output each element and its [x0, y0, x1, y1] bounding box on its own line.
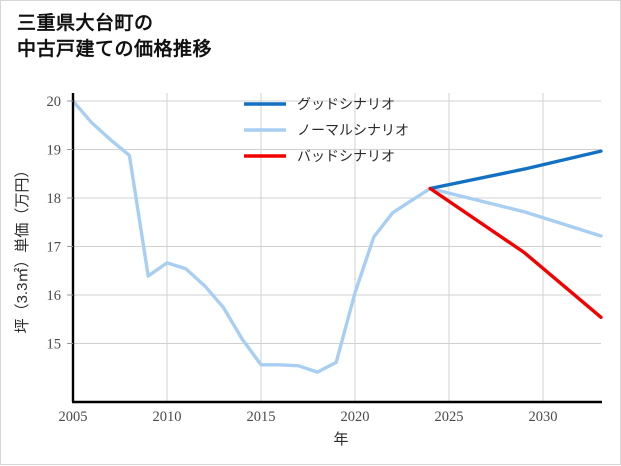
- x-tick-label: 2020: [341, 409, 370, 425]
- series-normal-history: [71, 99, 603, 374]
- y-tick-label: 15: [47, 337, 62, 353]
- y-tick-labels: 20 19 18 17 16 15: [47, 94, 62, 353]
- y-tick-label: 18: [47, 191, 62, 207]
- legend: グッドシナリオ ノーマルシナリオ バッドシナリオ: [244, 96, 409, 164]
- x-tick-label: 2030: [529, 409, 558, 425]
- x-tick-label: 2010: [153, 409, 182, 425]
- gridlines: [73, 93, 601, 402]
- y-tick-label: 16: [47, 288, 62, 304]
- x-tick-label: 2015: [247, 409, 276, 425]
- legend-label-good: グッドシナリオ: [297, 96, 395, 112]
- x-tick-label: 2025: [435, 409, 464, 425]
- y-tickmarks: [67, 100, 73, 344]
- series-good: [428, 149, 603, 191]
- y-tick-label: 17: [47, 240, 62, 256]
- legend-label-bad: バッドシナリオ: [297, 148, 395, 164]
- y-axis-title: 坪（3.3㎡）単価（万円）: [14, 163, 31, 334]
- x-tick-labels: 2005 2010 2015 2020 2025 2030: [59, 409, 558, 425]
- legend-label-normal: ノーマルシナリオ: [297, 122, 409, 138]
- y-tick-label: 19: [47, 143, 62, 159]
- y-tick-label: 20: [47, 94, 62, 110]
- series-bad: [428, 186, 603, 319]
- x-axis-title: 年: [333, 431, 348, 448]
- x-tick-label: 2005: [59, 409, 88, 425]
- page-title: 三重県大台町の 中古戸建ての価格推移: [17, 13, 213, 60]
- axis-spines: [71, 93, 602, 404]
